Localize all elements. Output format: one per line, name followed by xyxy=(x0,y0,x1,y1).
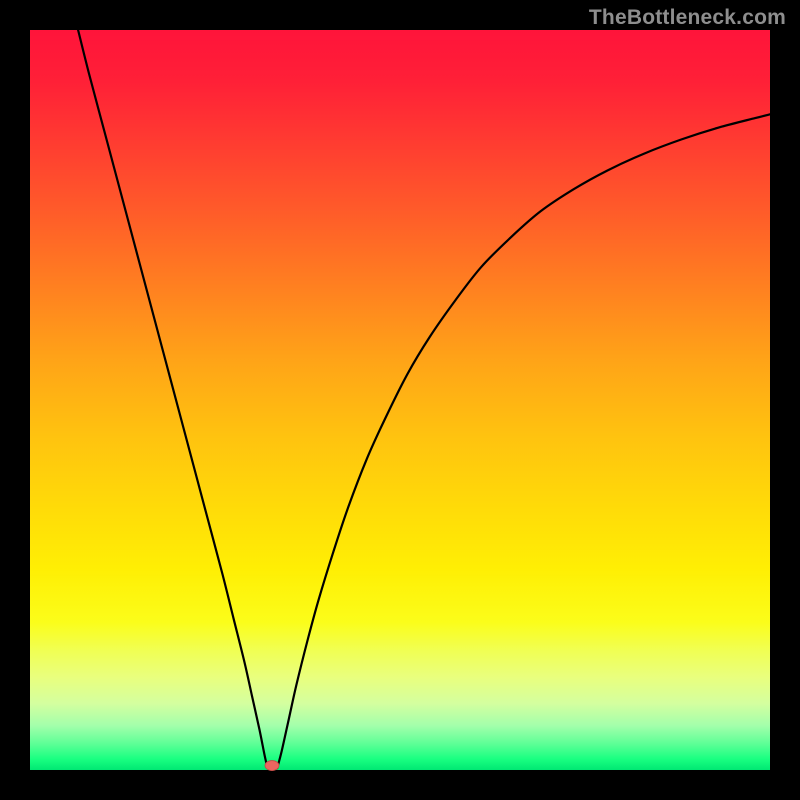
watermark-text: TheBottleneck.com xyxy=(589,6,786,30)
plot-background xyxy=(30,30,770,770)
optimal-point-marker xyxy=(265,761,279,771)
bottleneck-chart xyxy=(0,0,800,800)
chart-container: TheBottleneck.com xyxy=(0,0,800,800)
